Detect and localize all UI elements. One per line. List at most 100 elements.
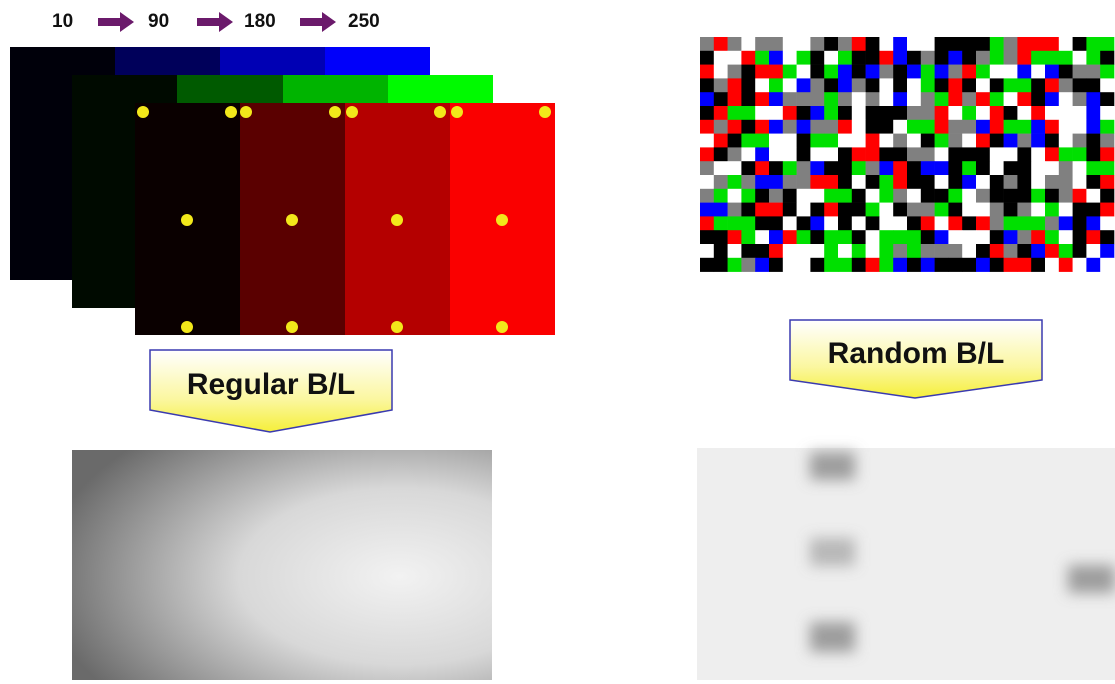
noise-cell bbox=[741, 161, 755, 175]
noise-cell bbox=[921, 37, 935, 51]
noise-cell bbox=[866, 134, 880, 148]
noise-cell bbox=[838, 92, 852, 106]
noise-cell bbox=[962, 37, 976, 51]
level-label: 180 bbox=[244, 11, 276, 32]
noise-cell bbox=[700, 37, 714, 51]
noise-cell bbox=[907, 51, 921, 65]
noise-cell bbox=[824, 189, 838, 203]
noise-cell bbox=[700, 92, 714, 106]
noise-cell bbox=[797, 134, 811, 148]
noise-cell bbox=[741, 175, 755, 189]
arrow bbox=[300, 12, 336, 32]
noise-cell bbox=[741, 51, 755, 65]
noise-cell bbox=[921, 147, 935, 161]
noise-cell bbox=[1086, 161, 1100, 175]
noise-cell bbox=[1073, 147, 1087, 161]
noise-cell bbox=[797, 147, 811, 161]
noise-cell bbox=[962, 161, 976, 175]
noise-cell bbox=[948, 258, 962, 272]
noise-cell bbox=[962, 65, 976, 79]
noise-cell bbox=[948, 37, 962, 51]
sample-dot bbox=[391, 214, 403, 226]
noise-cell bbox=[824, 92, 838, 106]
noise-cell bbox=[921, 78, 935, 92]
noise-cell bbox=[838, 37, 852, 51]
noise-cell bbox=[1086, 37, 1100, 51]
noise-cell bbox=[879, 175, 893, 189]
noise-cell bbox=[1017, 230, 1031, 244]
noise-cell bbox=[1100, 258, 1114, 272]
noise-cell bbox=[728, 175, 742, 189]
sample-dot bbox=[496, 321, 508, 333]
noise-cell bbox=[797, 244, 811, 258]
noise-cell bbox=[990, 230, 1004, 244]
noise-cell bbox=[1045, 161, 1059, 175]
noise-cell bbox=[824, 134, 838, 148]
noise-cell bbox=[714, 175, 728, 189]
noise-cell bbox=[990, 147, 1004, 161]
noise-cell bbox=[1086, 78, 1100, 92]
noise-cell bbox=[1017, 78, 1031, 92]
noise-cell bbox=[769, 147, 783, 161]
noise-cell bbox=[1059, 92, 1073, 106]
noise-cell bbox=[935, 230, 949, 244]
noise-cell bbox=[1045, 51, 1059, 65]
noise-cell bbox=[1059, 189, 1073, 203]
noise-cell bbox=[1100, 161, 1114, 175]
noise-cell bbox=[935, 37, 949, 51]
noise-cell bbox=[700, 134, 714, 148]
noise-cell bbox=[1017, 161, 1031, 175]
noise-cell bbox=[1004, 147, 1018, 161]
noise-cell bbox=[921, 120, 935, 134]
sample-dot bbox=[346, 106, 358, 118]
noise-cell bbox=[783, 244, 797, 258]
noise-cell bbox=[1004, 92, 1018, 106]
callout-label: Regular B/L bbox=[187, 368, 355, 401]
noise-cell bbox=[797, 175, 811, 189]
noise-cell bbox=[810, 216, 824, 230]
noise-cell bbox=[852, 216, 866, 230]
noise-cell bbox=[810, 189, 824, 203]
noise-cell bbox=[962, 258, 976, 272]
noise-cell bbox=[921, 216, 935, 230]
noise-cell bbox=[1045, 37, 1059, 51]
noise-cell bbox=[962, 216, 976, 230]
noise-cell bbox=[907, 203, 921, 217]
noise-cell bbox=[1100, 37, 1114, 51]
noise-cell bbox=[1059, 120, 1073, 134]
noise-cell bbox=[921, 65, 935, 79]
noise-cell bbox=[962, 203, 976, 217]
noise-cell bbox=[866, 106, 880, 120]
noise-cell bbox=[1100, 230, 1114, 244]
noise-cell bbox=[714, 203, 728, 217]
noise-cell bbox=[1045, 203, 1059, 217]
noise-cell bbox=[1031, 175, 1045, 189]
noise-cell bbox=[755, 147, 769, 161]
noise-cell bbox=[755, 134, 769, 148]
noise-cell bbox=[700, 106, 714, 120]
noise-cell bbox=[935, 203, 949, 217]
noise-cell bbox=[948, 189, 962, 203]
noise-cell bbox=[714, 189, 728, 203]
noise-cell bbox=[824, 203, 838, 217]
noise-cell bbox=[783, 216, 797, 230]
noise-cell bbox=[907, 78, 921, 92]
noise-cell bbox=[976, 216, 990, 230]
noise-cell bbox=[990, 258, 1004, 272]
noise-cell bbox=[907, 147, 921, 161]
noise-cell bbox=[893, 216, 907, 230]
noise-cell bbox=[1073, 37, 1087, 51]
noise-cell bbox=[962, 106, 976, 120]
noise-cell bbox=[1086, 175, 1100, 189]
noise-cell bbox=[990, 216, 1004, 230]
noise-cell bbox=[714, 244, 728, 258]
noise-cell bbox=[879, 147, 893, 161]
noise-cell bbox=[728, 37, 742, 51]
noise-cell bbox=[935, 120, 949, 134]
noise-cell bbox=[755, 230, 769, 244]
noise-cell bbox=[1017, 120, 1031, 134]
noise-cell bbox=[879, 161, 893, 175]
noise-cell bbox=[783, 147, 797, 161]
noise-cell bbox=[879, 134, 893, 148]
noise-cell bbox=[700, 120, 714, 134]
